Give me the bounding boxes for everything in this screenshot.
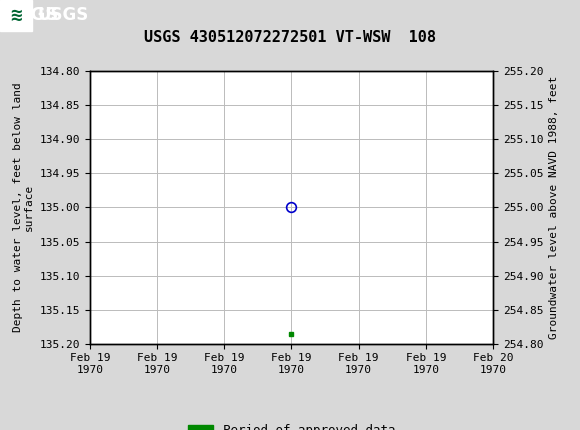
Y-axis label: Depth to water level, feet below land
surface: Depth to water level, feet below land su… bbox=[13, 83, 34, 332]
Text: ≋: ≋ bbox=[10, 6, 21, 25]
Text: USGS 430512072272501 VT-WSW  108: USGS 430512072272501 VT-WSW 108 bbox=[144, 30, 436, 45]
Text: USGS: USGS bbox=[38, 6, 89, 25]
Bar bbox=[0, 0, 32, 31]
Legend: Period of approved data: Period of approved data bbox=[183, 418, 400, 430]
Text: USGS: USGS bbox=[3, 6, 58, 25]
Y-axis label: Groundwater level above NAVD 1988, feet: Groundwater level above NAVD 1988, feet bbox=[549, 76, 559, 339]
